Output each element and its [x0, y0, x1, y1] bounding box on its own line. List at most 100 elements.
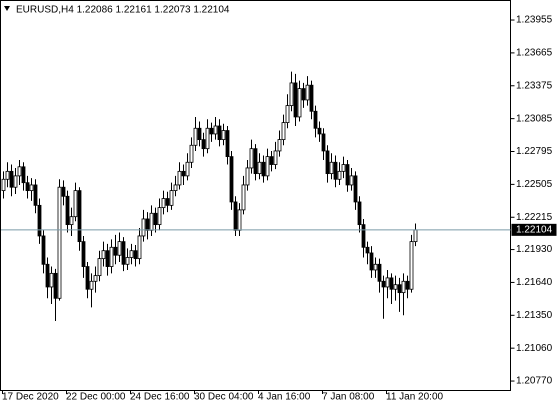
y-tick-label: 1.22505: [516, 179, 553, 190]
current-price-label: 1.22104: [516, 224, 553, 235]
candle-body: [165, 198, 170, 206]
candle-body: [377, 263, 382, 282]
candle-body: [73, 190, 78, 218]
candle-body: [145, 218, 150, 231]
candle-body: [361, 224, 366, 248]
candle-body: [189, 144, 194, 163]
chart-title: EURUSD,H4 1.22086 1.22161 1.22073 1.2210…: [16, 5, 230, 16]
candle-body: [401, 280, 406, 294]
candle-body: [329, 161, 334, 175]
x-tick-label: 11 Jan 20:00: [386, 392, 444, 403]
x-tick-label: 4 Jan 16:00: [258, 392, 311, 403]
collapse-icon: [4, 6, 10, 11]
candle-body: [285, 105, 290, 124]
candle-body: [345, 164, 350, 186]
y-tick-label: 1.22795: [516, 146, 553, 157]
candle-body: [197, 127, 202, 141]
candle-body: [81, 241, 86, 267]
candle-body: [393, 284, 398, 290]
candle-body: [305, 84, 310, 101]
candle-body: [117, 241, 122, 256]
current-price-box: [511, 223, 557, 236]
y-tick-label: 1.23665: [516, 48, 553, 59]
candle-body: [241, 184, 246, 211]
candle-body: [349, 175, 354, 186]
candle-body: [109, 246, 114, 267]
candle-body: [57, 186, 62, 299]
candle-body: [293, 82, 298, 118]
candle-body: [205, 127, 210, 150]
x-tick-label: 22 Dec 00:00: [66, 392, 126, 403]
candle-body: [269, 156, 274, 165]
candle-body: [185, 161, 190, 177]
candle-body: [173, 184, 178, 192]
candle-body: [265, 156, 270, 177]
candle-body: [321, 133, 326, 152]
candle-body: [341, 164, 346, 172]
candle-body: [29, 184, 34, 192]
candle-body: [41, 235, 46, 265]
y-tick-label: 1.22215: [516, 212, 553, 223]
x-tick-label: 30 Dec 04:00: [194, 392, 254, 403]
candle-body: [333, 161, 338, 180]
candle-body: [17, 166, 22, 177]
candle-body: [105, 250, 110, 267]
candle-body: [177, 170, 182, 186]
candle-body: [213, 125, 218, 135]
x-tick-label: 7 Jan 08:00: [322, 392, 375, 403]
candle-body: [49, 272, 54, 288]
candle-body: [37, 204, 42, 237]
candle-body: [409, 241, 414, 290]
candle-body: [65, 195, 70, 226]
candle-body: [405, 280, 410, 290]
x-tick-label: 24 Dec 16:00: [130, 392, 190, 403]
y-tick-label: 1.21060: [516, 343, 553, 354]
candle-body: [201, 139, 206, 150]
candle-body: [61, 186, 66, 197]
candle-body: [385, 277, 390, 288]
candle-body: [181, 170, 186, 177]
candle-body: [77, 190, 82, 243]
candle-body: [369, 252, 374, 271]
plot-frame: [0, 0, 511, 391]
candle-body: [193, 127, 198, 146]
candle-body: [257, 161, 262, 175]
candle-body: [125, 257, 130, 265]
candle-body: [5, 170, 10, 180]
candle-body: [357, 201, 362, 226]
candle-body: [365, 246, 370, 254]
candle-body: [113, 246, 118, 256]
y-tick-label: 1.21930: [516, 244, 553, 255]
candle-body: [273, 150, 278, 165]
candle-body: [373, 263, 378, 271]
y-tick-label: 1.23375: [516, 80, 553, 91]
candle-body: [301, 88, 306, 101]
candle-body: [101, 250, 106, 260]
candle-body: [413, 229, 418, 243]
candle-body: [13, 175, 18, 188]
candle-body: [221, 130, 226, 141]
candle-body: [397, 284, 402, 294]
candle-body: [93, 275, 98, 282]
candle-body: [381, 280, 386, 288]
candle-body: [253, 148, 258, 175]
candle-body: [157, 207, 162, 226]
candle-body: [169, 190, 174, 206]
candle-body: [217, 125, 222, 141]
candle-body: [97, 258, 102, 277]
candle-body: [25, 182, 30, 192]
candle-body: [237, 209, 242, 231]
y-tick-label: 1.23085: [516, 113, 553, 124]
candle-body: [33, 184, 38, 206]
candle-body: [121, 241, 126, 265]
candle-body: [209, 127, 214, 135]
candle-body: [1, 178, 6, 192]
candle-body: [353, 175, 358, 203]
candle-body: [281, 122, 286, 141]
candle-body: [313, 110, 318, 129]
candle-body: [249, 148, 254, 169]
candle-body: [137, 235, 142, 260]
candle-body: [261, 161, 266, 177]
